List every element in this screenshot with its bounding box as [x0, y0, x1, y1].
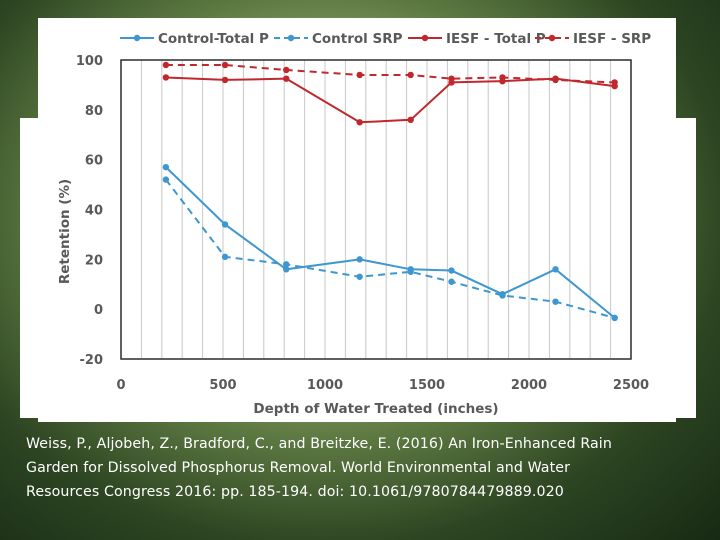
legend-swatch-marker [548, 34, 556, 42]
legend-label: IESF - Total P [446, 31, 546, 47]
data-point [499, 292, 506, 299]
y-tick-label: 100 [76, 54, 103, 69]
data-point [356, 256, 363, 263]
x-tick-label: 1500 [409, 378, 445, 393]
data-point [448, 278, 455, 285]
series-line [165, 178, 615, 319]
x-axis-label: Depth of Water Treated (inches) [253, 401, 498, 417]
legend-label: Control-Total P [158, 31, 269, 47]
data-point [448, 267, 455, 274]
legend-label: IESF - SRP [573, 31, 651, 47]
data-point [448, 75, 455, 82]
data-point [611, 79, 618, 86]
citation: Weiss, P., Aljobeh, Z., Bradford, C., an… [26, 432, 696, 504]
data-point [407, 268, 414, 275]
chart-panel: -20 0 20 40 60 80 100 0 500 1000 1500 2000 2500 Depth… [38, 18, 676, 422]
y-tick-label: 40 [85, 204, 103, 219]
data-point [283, 75, 290, 82]
data-point [499, 74, 506, 81]
data-point [407, 116, 414, 124]
data-point [221, 61, 229, 69]
data-point [221, 76, 229, 84]
plot-border [120, 59, 632, 360]
legend-label: Control SRP [312, 31, 403, 47]
series-line [165, 76, 615, 124]
data-point [552, 76, 559, 84]
data-point [552, 298, 559, 305]
citation-line-2: Garden for Dissolved Phosphorus Removal.… [26, 460, 571, 476]
y-tick-label: 0 [94, 303, 103, 318]
data-point [283, 66, 290, 74]
series-line [165, 166, 616, 319]
data-point [283, 261, 290, 268]
data-point [221, 221, 229, 228]
y-tick-label: -20 [80, 353, 104, 368]
data-point [162, 61, 170, 69]
legend-swatch-marker [287, 34, 295, 42]
data-point [356, 273, 363, 280]
data-point [221, 253, 229, 261]
x-tick-label: 2500 [613, 378, 649, 393]
y-tick-label: 80 [85, 104, 103, 119]
data-point [162, 74, 170, 81]
data-point [407, 71, 414, 79]
legend-swatch-marker [133, 34, 141, 42]
data-point [611, 314, 618, 322]
y-axis-label: Retention (%) [57, 179, 73, 284]
x-tick-label: 2000 [511, 378, 547, 393]
y-tick-label: 20 [85, 253, 103, 268]
x-tick-label: 500 [209, 378, 236, 393]
data-point [162, 163, 170, 171]
x-tick-label: 1000 [307, 378, 343, 393]
data-point [283, 266, 290, 273]
data-point [356, 119, 363, 126]
citation-line-3: Resources Congress 2016: pp. 185-194. do… [26, 484, 564, 500]
legend-swatch-marker [421, 34, 429, 42]
data-point [162, 176, 170, 183]
data-point [356, 71, 363, 79]
y-tick-label: 60 [85, 154, 103, 169]
data-point [552, 266, 559, 273]
citation-line-1: Weiss, P., Aljobeh, Z., Bradford, C., an… [26, 436, 612, 452]
x-tick-label: 0 [116, 378, 125, 393]
